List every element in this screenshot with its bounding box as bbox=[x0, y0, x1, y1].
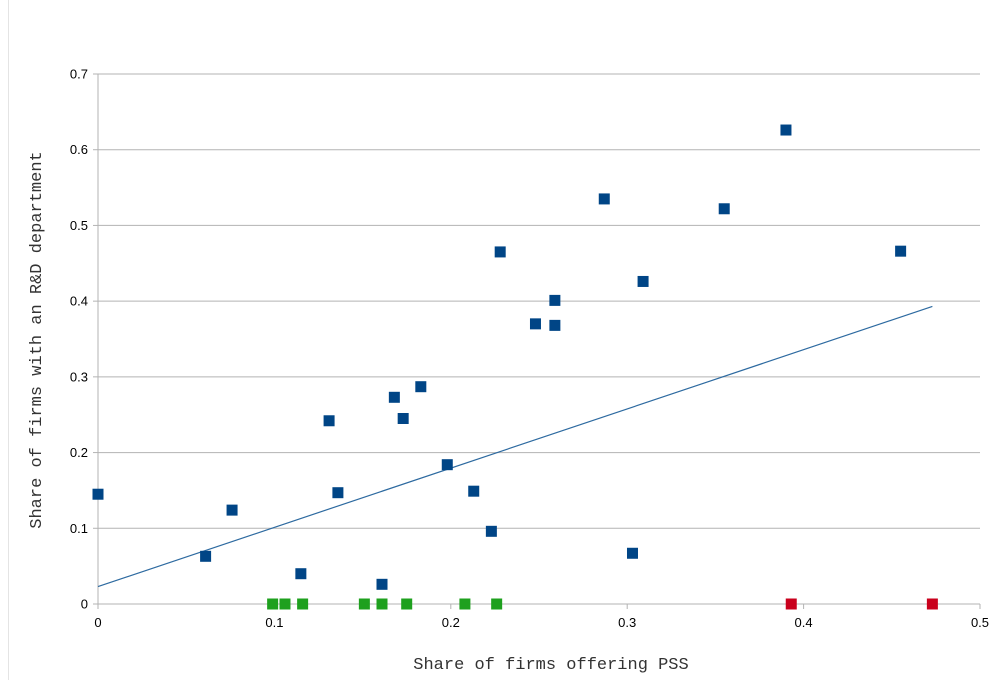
data-point bbox=[598, 193, 610, 205]
data-point bbox=[226, 504, 238, 516]
data-point bbox=[468, 485, 480, 497]
y-tick-label: 0.4 bbox=[70, 294, 88, 309]
data-point bbox=[637, 275, 649, 287]
x-axis-title: Share of firms offering PSS bbox=[413, 656, 688, 675]
data-point bbox=[397, 413, 409, 424]
data-point bbox=[549, 294, 561, 306]
x-tick-label: 0.4 bbox=[795, 615, 813, 630]
data-point bbox=[718, 203, 730, 215]
data-point bbox=[92, 488, 104, 500]
y-tick-label: 0.1 bbox=[70, 521, 88, 536]
data-point bbox=[785, 598, 797, 610]
x-tick-label: 0 bbox=[94, 615, 101, 630]
data-point bbox=[358, 598, 370, 610]
data-point bbox=[200, 550, 212, 562]
gridlines bbox=[98, 73, 980, 529]
left-edge-divider bbox=[8, 0, 9, 680]
axes bbox=[93, 73, 981, 609]
data-point bbox=[485, 525, 497, 537]
data-point bbox=[549, 319, 561, 331]
tick-labels: 0 0.1 0.2 0.3 0.4 0.5 0.6 0.7 0 0.1 0.2 0.3 0.4 0.5 bbox=[70, 67, 989, 631]
x-tick-label: 0.1 bbox=[265, 615, 283, 630]
y-tick-label: 0.3 bbox=[70, 369, 88, 384]
data-point bbox=[626, 547, 638, 559]
data-point bbox=[401, 598, 413, 610]
data-point bbox=[279, 598, 291, 610]
data-point bbox=[459, 598, 471, 610]
data-point bbox=[388, 391, 400, 403]
data-point bbox=[376, 578, 388, 590]
y-axis-title: Share of firms with an R&D department bbox=[28, 151, 47, 528]
data-point bbox=[780, 124, 792, 136]
x-tick-label: 0.3 bbox=[618, 615, 636, 630]
data-point bbox=[332, 487, 344, 499]
data-point bbox=[376, 598, 388, 610]
data-point bbox=[529, 318, 541, 330]
trendline-group bbox=[97, 305, 933, 588]
data-point bbox=[267, 598, 279, 610]
x-tick-label: 0.5 bbox=[971, 615, 989, 630]
data-point bbox=[926, 598, 938, 610]
data-point bbox=[494, 246, 506, 258]
data-point bbox=[491, 598, 503, 610]
y-tick-label: 0.5 bbox=[70, 218, 88, 233]
data-point bbox=[295, 568, 307, 580]
y-tick-label: 0.6 bbox=[70, 142, 88, 157]
y-tick-label: 0.7 bbox=[70, 67, 88, 82]
y-tick-label: 0.2 bbox=[70, 445, 88, 460]
data-points bbox=[92, 124, 938, 610]
data-point bbox=[323, 415, 335, 427]
trendline bbox=[97, 305, 933, 588]
data-point bbox=[297, 598, 309, 610]
data-point bbox=[415, 381, 427, 393]
data-point bbox=[895, 245, 907, 257]
y-tick-label: 0 bbox=[81, 597, 88, 612]
x-tick-label: 0.2 bbox=[442, 615, 460, 630]
data-point bbox=[441, 459, 453, 471]
